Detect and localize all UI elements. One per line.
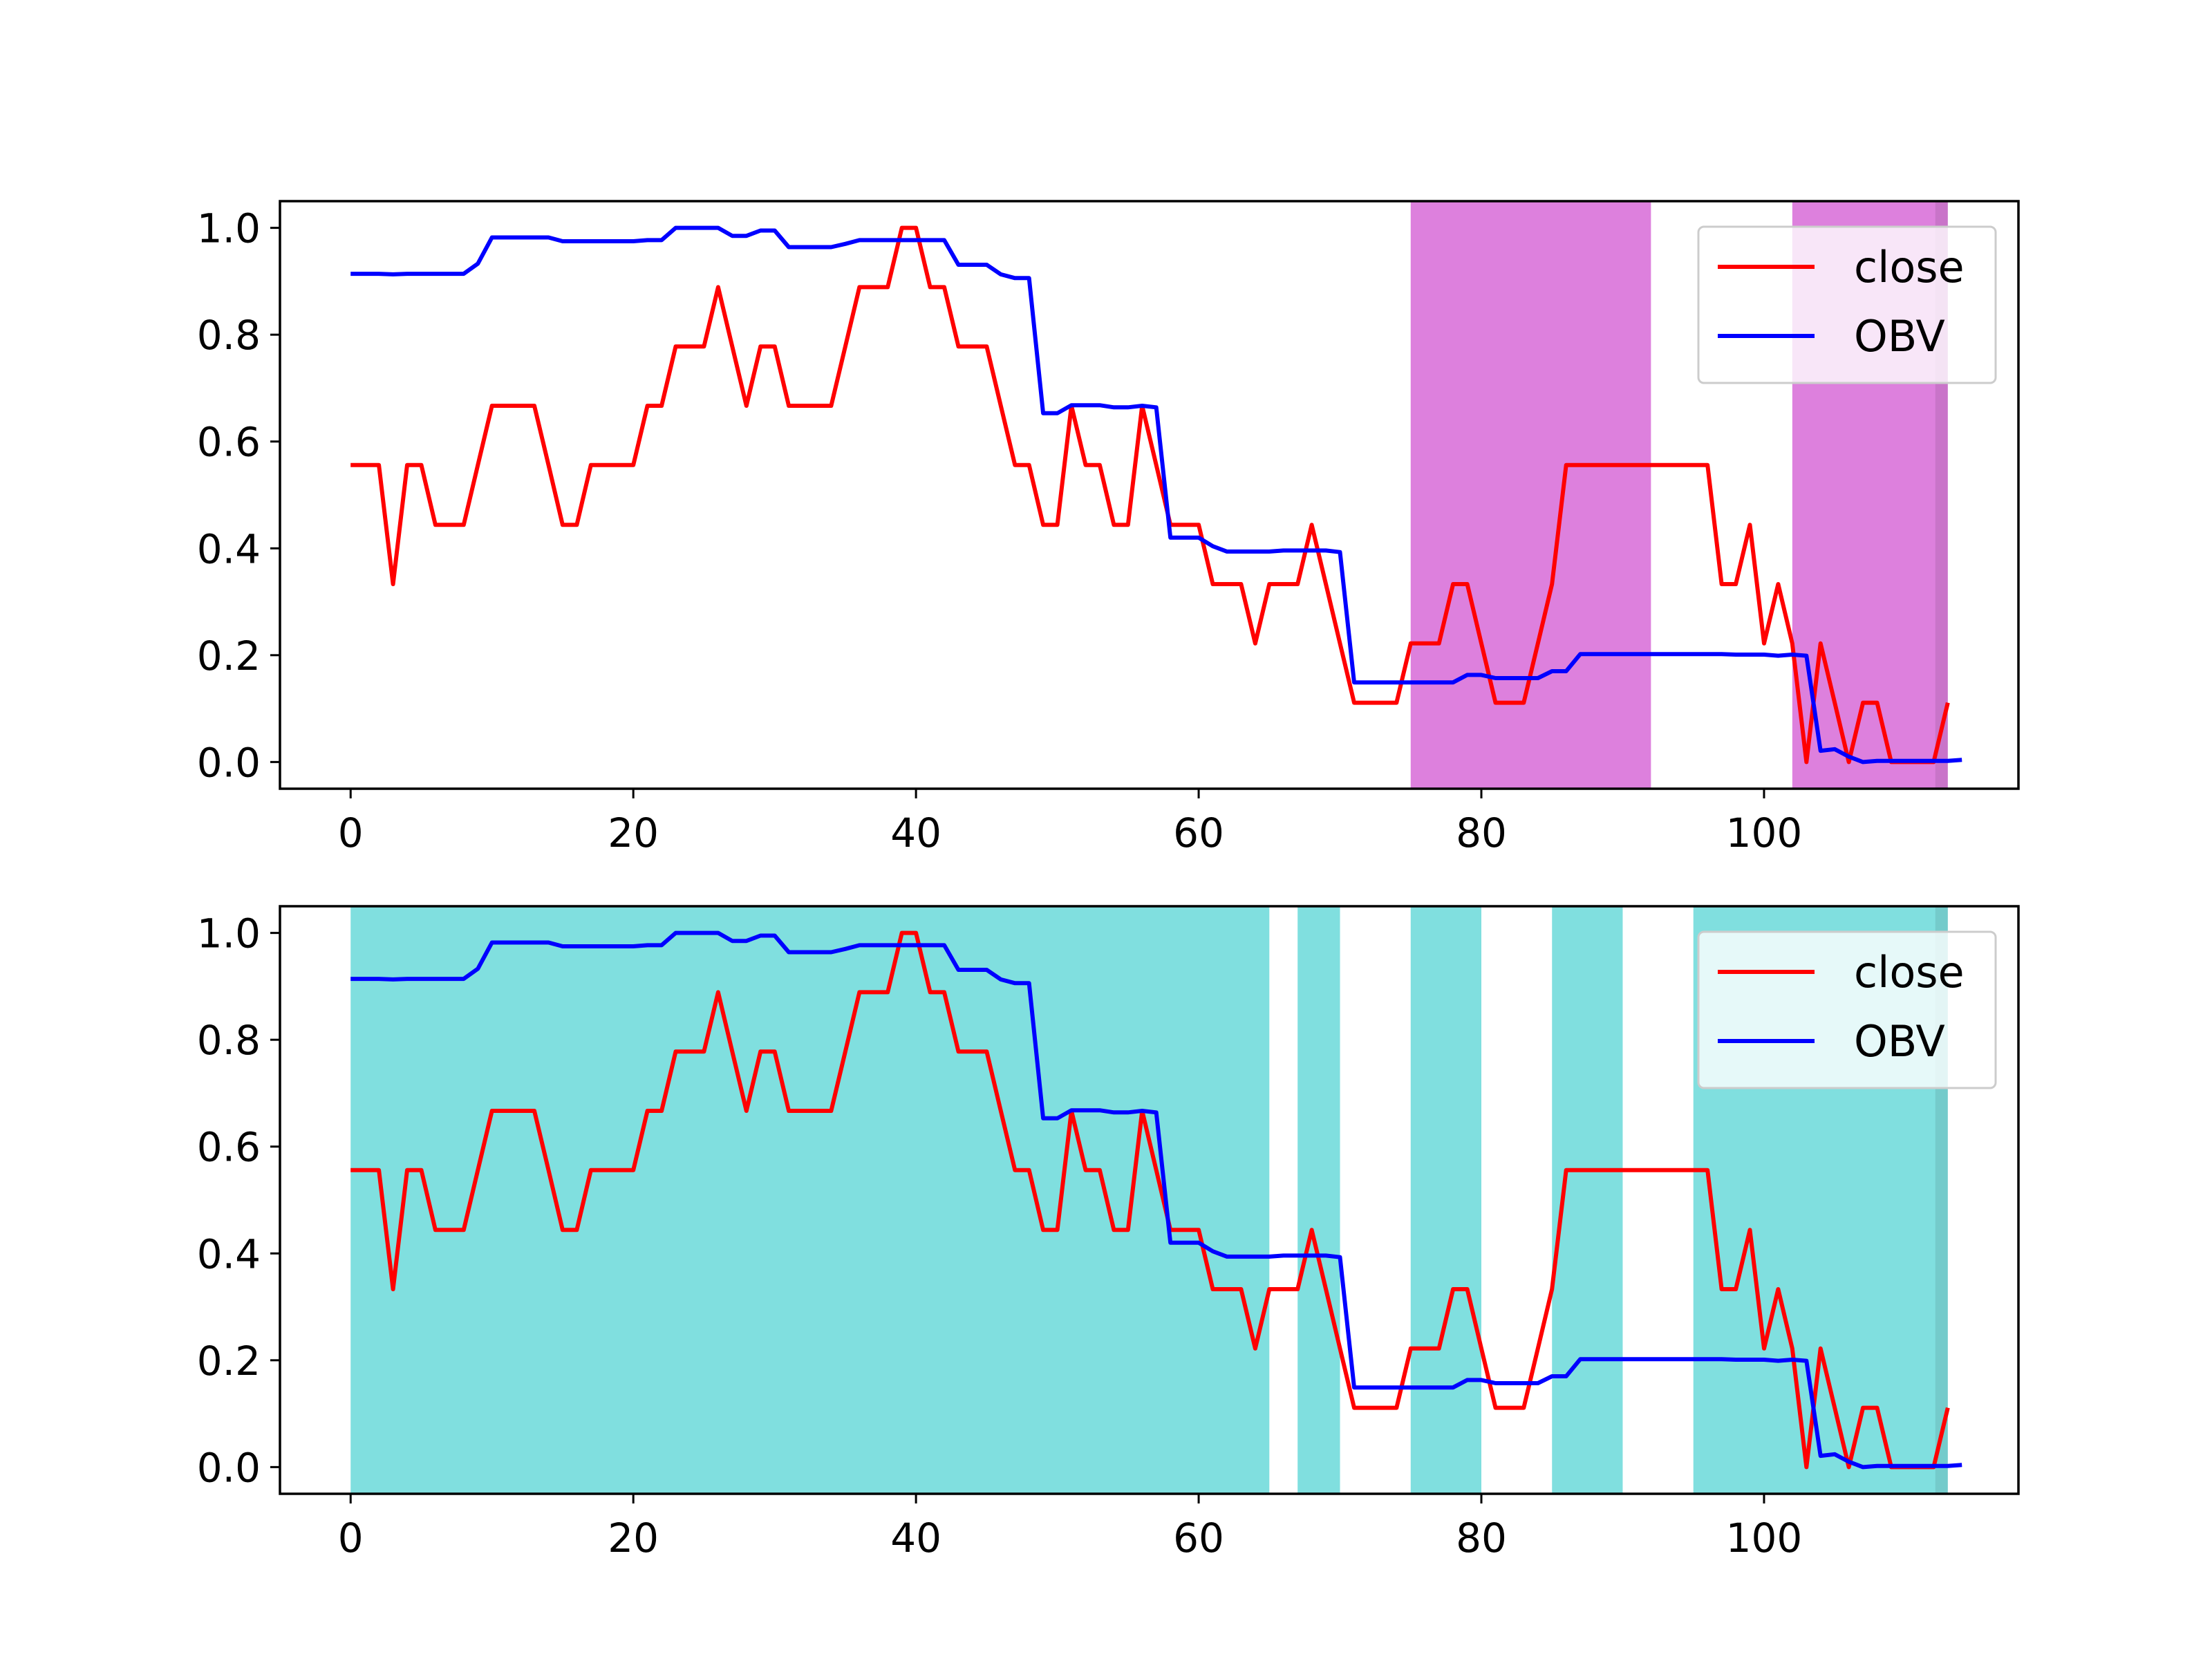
legend-label-obv: OBV <box>1854 311 1945 362</box>
highlight-span <box>1410 201 1651 789</box>
highlight-span <box>350 906 1270 1494</box>
axes-frame <box>279 905 2020 1495</box>
y-tick-label: 0.0 <box>197 1444 261 1491</box>
highlight-span <box>1410 906 1482 1494</box>
series-line-obv <box>350 930 1962 1470</box>
legend-label-obv: OBV <box>1854 1016 1945 1067</box>
x-tick-label: 60 <box>1173 1515 1224 1562</box>
x-tick-label: 0 <box>338 809 364 856</box>
top-chart-panel: 0 20 40 60 80 100 0.0 0.2 0.4 0.6 0.8 1.0 close OBV <box>197 200 2020 856</box>
y-tick-label: 0.0 <box>197 739 261 786</box>
y-tick-label: 0.4 <box>197 1230 261 1277</box>
legend-label-close: close <box>1854 242 1965 292</box>
legend-label-close: close <box>1854 947 1965 997</box>
y-tick-label: 0.6 <box>197 1124 261 1171</box>
y-tick-label: 0.6 <box>197 419 261 466</box>
x-tick-label: 100 <box>1726 809 1803 856</box>
x-tick-label: 20 <box>608 1515 659 1562</box>
axes-frame <box>279 200 2020 790</box>
y-tick-label: 1.0 <box>197 910 261 957</box>
y-tick-label: 0.8 <box>197 312 261 359</box>
bottom-chart-panel: 0 20 40 60 80 100 0.0 0.2 0.4 0.6 0.8 1.0 close OBV <box>197 905 2020 1562</box>
y-tick-label: 0.2 <box>197 632 261 679</box>
x-tick-label: 80 <box>1456 809 1507 856</box>
series-line-close <box>350 930 1950 1470</box>
legend: close OBV <box>1697 225 1997 384</box>
legend: close OBV <box>1697 930 1997 1089</box>
x-tick-label: 80 <box>1456 1515 1507 1562</box>
x-tick-label: 60 <box>1173 809 1224 856</box>
y-tick-label: 0.2 <box>197 1338 261 1385</box>
x-tick-label: 0 <box>338 1515 364 1562</box>
highlight-span <box>1297 906 1340 1494</box>
x-tick-label: 100 <box>1726 1515 1803 1562</box>
y-tick-label: 0.4 <box>197 525 261 572</box>
x-tick-label: 20 <box>608 809 659 856</box>
y-tick-label: 1.0 <box>197 205 261 252</box>
series-line-obv <box>350 225 1962 765</box>
series-line-close <box>350 225 1950 765</box>
x-tick-label: 40 <box>890 1515 941 1562</box>
y-tick-label: 0.8 <box>197 1017 261 1064</box>
x-tick-label: 40 <box>890 809 941 856</box>
